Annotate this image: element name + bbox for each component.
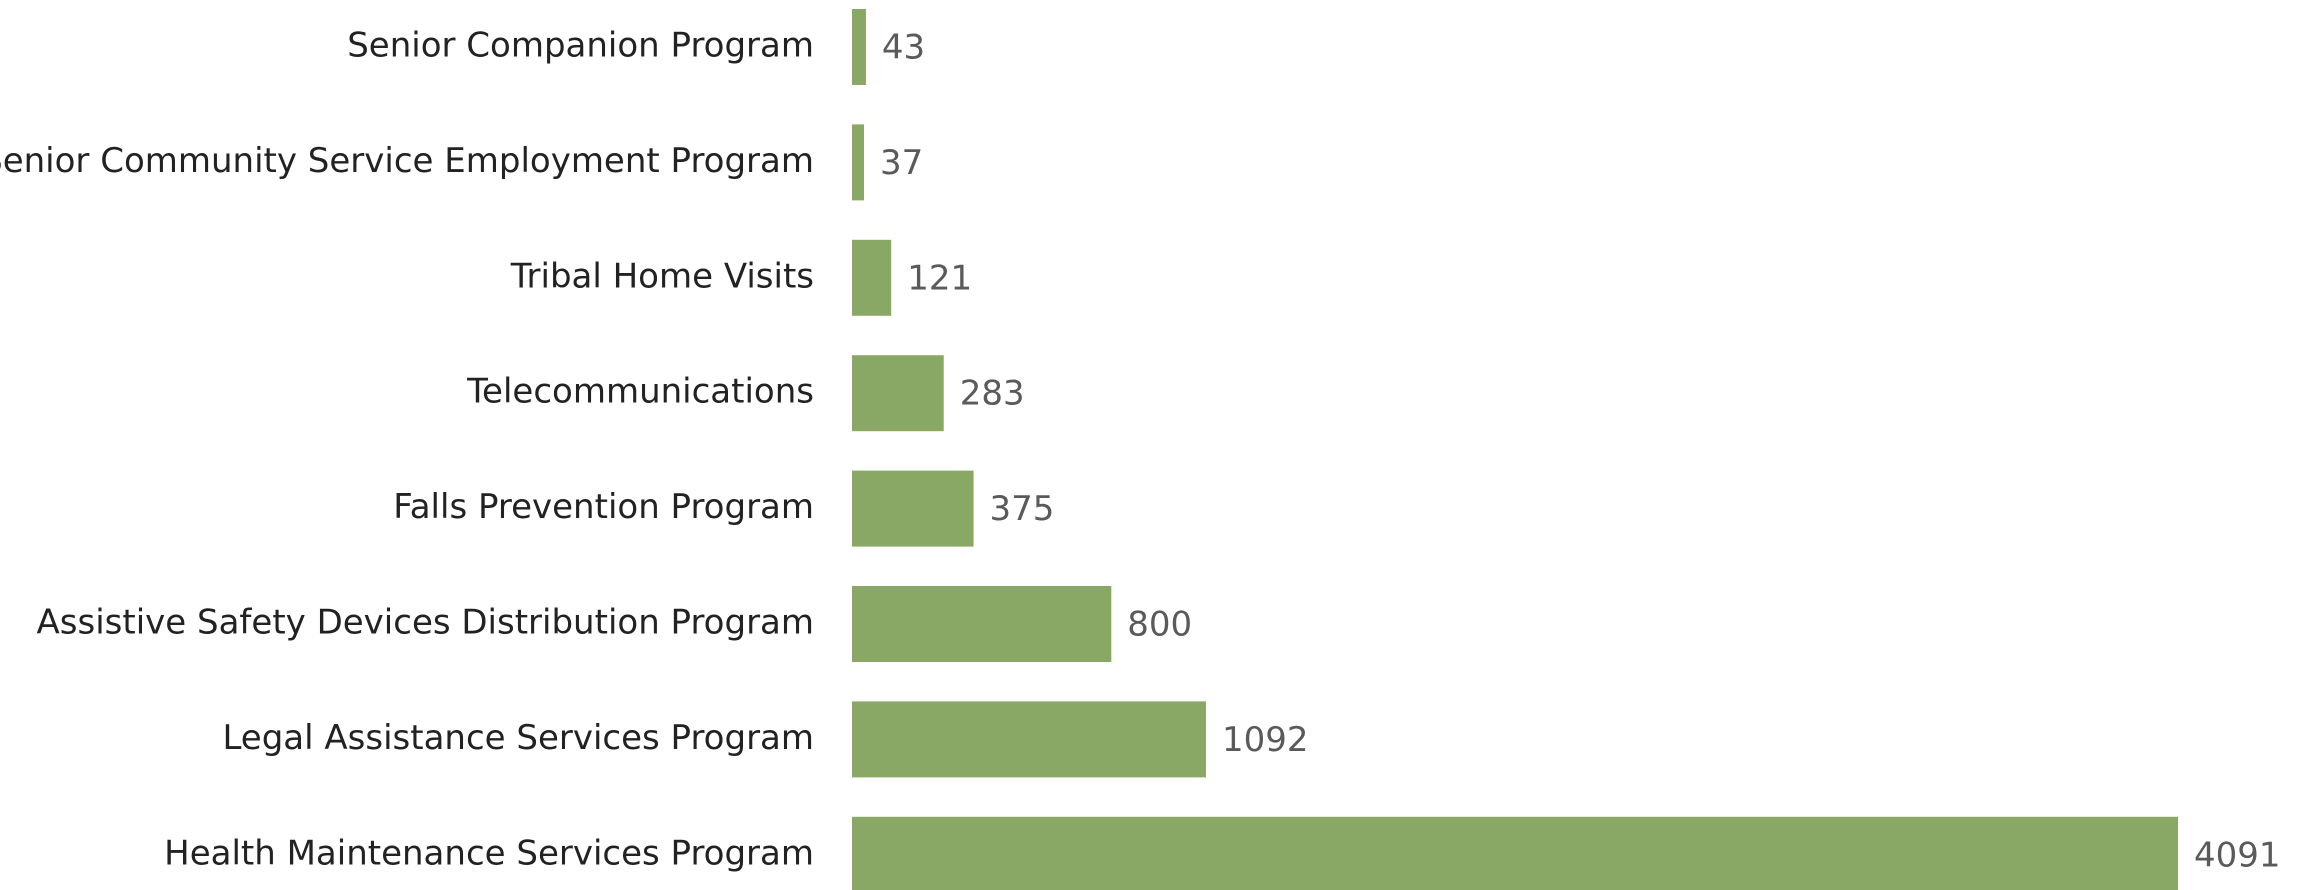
category-label: Tribal Home Visits bbox=[510, 256, 814, 296]
value-label: 43 bbox=[882, 28, 925, 68]
bar bbox=[852, 239, 892, 316]
bar bbox=[852, 355, 944, 432]
value-label: 283 bbox=[960, 374, 1025, 414]
value-label: 1092 bbox=[1222, 720, 1309, 760]
category-label: Senior Community Service Employment Prog… bbox=[0, 141, 814, 181]
category-label: Falls Prevention Program bbox=[393, 487, 814, 527]
value-label: 375 bbox=[990, 489, 1055, 529]
category-label: Legal Assistance Services Program bbox=[222, 718, 814, 758]
value-label: 800 bbox=[1127, 605, 1192, 645]
bar bbox=[852, 701, 1206, 778]
bar bbox=[852, 9, 866, 85]
category-label: Senior Companion Program bbox=[347, 26, 814, 66]
category-label: Health Maintenance Services Program bbox=[164, 833, 814, 873]
bar bbox=[852, 816, 2178, 890]
value-label: 121 bbox=[907, 258, 972, 298]
bar bbox=[852, 470, 974, 547]
value-label: 37 bbox=[880, 143, 923, 183]
value-label: 4091 bbox=[2194, 835, 2281, 875]
category-label: Assistive Safety Devices Distribution Pr… bbox=[37, 603, 814, 643]
bar bbox=[852, 586, 1112, 662]
category-label: Telecommunications bbox=[466, 372, 814, 412]
bar bbox=[852, 124, 864, 201]
